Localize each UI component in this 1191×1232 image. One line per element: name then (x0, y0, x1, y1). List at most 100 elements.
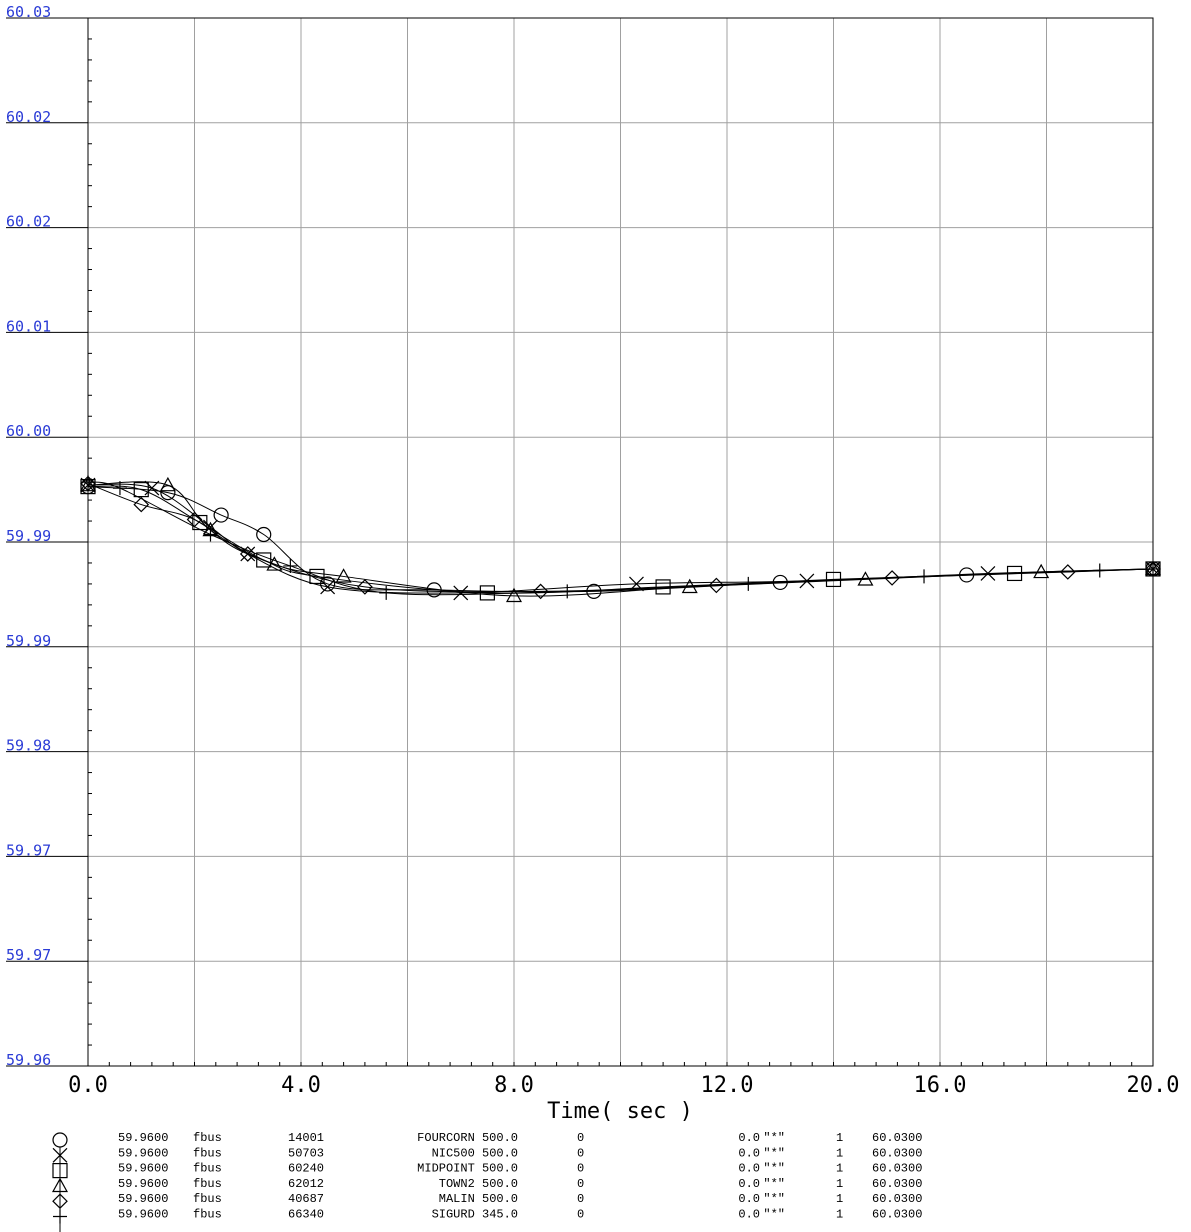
legend-type: fbus (193, 1146, 222, 1160)
y-tick-label: 60.02 (6, 108, 51, 126)
marker-triangle (505, 587, 523, 603)
legend-max: 60.0300 (872, 1146, 922, 1160)
legend-bus: 50703 (288, 1146, 324, 1160)
marker-x (453, 585, 469, 601)
legend-type: fbus (193, 1208, 222, 1222)
legend-min: 59.9600 (118, 1177, 168, 1191)
legend-bus: 60240 (288, 1162, 324, 1176)
x-tick-label: 8.0 (494, 1073, 534, 1098)
marker-x (980, 566, 996, 581)
y-tick-label: 60.03 (6, 3, 51, 21)
marker-circle (256, 526, 272, 543)
legend-name: SIGURD 345.0 (432, 1208, 518, 1222)
x-axis: 0.0 4.0 8.0 12.0 16.0 20.0 (68, 1073, 1179, 1098)
legend-type: fbus (193, 1162, 222, 1176)
legend-val: 0.0 (738, 1192, 760, 1206)
y-axis: 60.03 60.02 60.02 60.01 60.00 59.99 59.99 59.98… (6, 3, 88, 1069)
legend-max: 60.0300 (872, 1208, 922, 1222)
legend-area: 0 (577, 1131, 584, 1145)
marker-diamond (1059, 564, 1076, 580)
marker-triangle (335, 568, 352, 583)
legend-val: 0.0 (738, 1208, 760, 1222)
marker-diamond (133, 496, 150, 513)
legend-type: fbus (193, 1177, 222, 1191)
legend-min: 59.9600 (118, 1162, 168, 1176)
series-group (79, 475, 1162, 603)
legend-area: 0 (577, 1208, 584, 1222)
legend-min: 59.9600 (118, 1208, 168, 1222)
legend-flag: "*" (763, 1192, 785, 1206)
legend-min: 59.9600 (118, 1146, 168, 1160)
marker-plus (81, 475, 95, 490)
legend-flag: "*" (763, 1177, 785, 1191)
legend-bus: 40687 (288, 1192, 324, 1206)
legend-id: 1 (836, 1208, 843, 1222)
legend-id: 1 (836, 1177, 843, 1191)
legend-name: MALIN 500.0 (439, 1192, 518, 1206)
marker-x (144, 480, 160, 496)
legend-area: 0 (577, 1192, 584, 1206)
marker-diamond (532, 583, 549, 600)
marker-triangle (1033, 563, 1050, 579)
legend-val: 0.0 (738, 1131, 760, 1145)
legend-val: 0.0 (738, 1177, 760, 1191)
y-tick-label: 59.96 (6, 1051, 51, 1069)
legend-name: TOWN2 500.0 (439, 1177, 518, 1191)
y-tick-label: 60.01 (6, 317, 51, 335)
legend-area: 0 (577, 1162, 584, 1176)
legend-id: 1 (836, 1162, 843, 1176)
legend-min: 59.9600 (118, 1192, 168, 1206)
legend: 59.9600 fbus 14001 FOURCORN 500.0 0 0.0 "*" 1 60… (51, 1131, 922, 1232)
legend-name: NIC500 500.0 (432, 1146, 518, 1160)
y-tick-label: 59.97 (6, 946, 51, 964)
x-axis-label: Time( sec ) (547, 1099, 693, 1124)
x-tick-label: 12.0 (701, 1073, 754, 1098)
legend-type: fbus (193, 1192, 222, 1206)
legend-flag: "*" (763, 1131, 785, 1145)
y-tick-label: 59.99 (6, 632, 51, 650)
legend-bus: 14001 (288, 1131, 324, 1145)
y-tick-label: 59.98 (6, 737, 51, 755)
marker-x (320, 579, 336, 595)
marker-square (133, 482, 149, 498)
marker-plus (112, 481, 127, 496)
legend-area: 0 (577, 1177, 584, 1191)
marker-square (256, 552, 272, 568)
y-tick-label: 60.02 (6, 213, 51, 231)
marker-plus (283, 558, 298, 573)
marker-plus (917, 569, 932, 584)
marker-circle (586, 583, 602, 600)
marker-plus (1092, 563, 1107, 578)
marker-diamond (357, 579, 373, 595)
legend-id: 1 (836, 1131, 843, 1145)
marker-square (309, 568, 325, 585)
legend-id: 1 (836, 1192, 843, 1206)
legend-bus: 66340 (288, 1208, 324, 1222)
legend-name: FOURCORN 500.0 (417, 1131, 518, 1145)
marker-triangle (159, 476, 176, 492)
legend-max: 60.0300 (872, 1162, 922, 1176)
marker-diamond (80, 475, 96, 492)
legend-max: 60.0300 (872, 1177, 922, 1191)
legend-max: 60.0300 (872, 1131, 922, 1145)
legend-min: 59.9600 (118, 1131, 168, 1145)
legend-val: 0.0 (738, 1162, 760, 1176)
legend-area: 0 (577, 1146, 584, 1160)
x-tick-label: 4.0 (281, 1073, 321, 1098)
marker-diamond (239, 546, 256, 562)
marker-circle (213, 507, 229, 523)
marker-square (479, 585, 495, 601)
legend-flag: "*" (763, 1146, 785, 1160)
y-tick-label: 60.00 (6, 422, 51, 440)
marker-triangle (266, 556, 283, 571)
legend-val: 0.0 (738, 1146, 760, 1160)
legend-id: 1 (836, 1146, 843, 1160)
marker-diamond (708, 577, 725, 594)
x-tick-label: 0.0 (68, 1073, 108, 1098)
marker-circle (52, 1132, 68, 1148)
legend-max: 60.0300 (872, 1192, 922, 1206)
y-tick-label: 59.99 (6, 527, 51, 545)
y-tick-label: 59.97 (6, 841, 51, 859)
marker-plus (379, 585, 394, 600)
